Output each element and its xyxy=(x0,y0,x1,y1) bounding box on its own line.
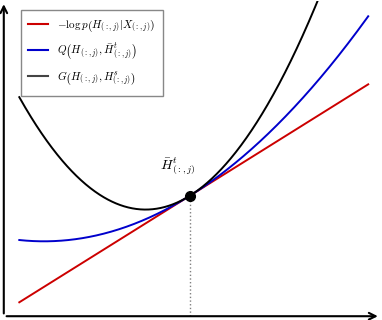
Legend: $-\log p\left(H_{(:,j)}|X_{(:,j)}\right)$, $Q\left(H_{(:,j)},\bar{H}^t_{(:,j)}\r: $-\log p\left(H_{(:,j)}|X_{(:,j)}\right)… xyxy=(21,10,163,96)
Text: $\bar{H}^t_{(:,j)}$: $\bar{H}^t_{(:,j)}$ xyxy=(160,156,195,176)
